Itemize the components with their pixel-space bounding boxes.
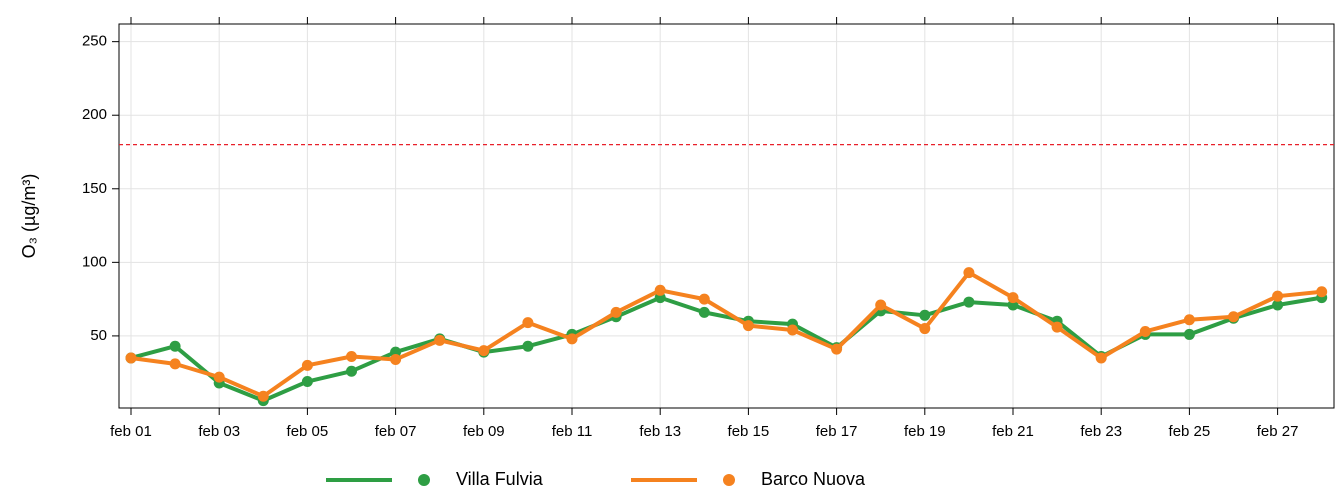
series-line: [130, 270, 1322, 399]
x-tick-label: feb 13: [639, 423, 681, 440]
x-tick-label: feb 25: [1169, 423, 1211, 440]
data-point: [1272, 290, 1284, 302]
data-point: [919, 323, 931, 335]
data-point: [434, 334, 446, 346]
legend-marker: [723, 474, 735, 486]
y-tick-label: 150: [82, 180, 107, 197]
y-axis-label: O₃ (µg/m³): [19, 174, 39, 259]
data-point: [698, 306, 710, 318]
data-point: [875, 299, 887, 311]
data-point: [1183, 314, 1195, 326]
y-tick-label: 200: [82, 106, 107, 123]
data-point: [1095, 352, 1107, 364]
data-point: [478, 345, 490, 357]
data-point: [125, 352, 137, 364]
plot-frame: [118, 23, 1335, 409]
data-point: [301, 376, 313, 388]
data-point: [1139, 325, 1151, 337]
x-tick-label: feb 05: [287, 423, 329, 440]
x-tick-label: feb 09: [463, 423, 505, 440]
data-point: [169, 340, 181, 352]
data-point: [698, 293, 710, 305]
x-tick-label: feb 27: [1257, 423, 1299, 440]
x-tick-label: feb 03: [198, 423, 240, 440]
data-point: [522, 340, 534, 352]
data-point: [346, 351, 357, 363]
legend-marker: [418, 474, 430, 486]
data-point: [1228, 311, 1239, 323]
data-point: [169, 358, 181, 370]
y-tick-label: 100: [82, 253, 107, 270]
data-point: [1272, 299, 1284, 311]
y-tick-label: 50: [90, 327, 107, 344]
y-tick-label: 250: [82, 33, 107, 50]
x-tick-label: feb 01: [110, 423, 152, 440]
data-point: [963, 267, 975, 279]
data-point: [390, 353, 402, 365]
data-point: [1051, 321, 1063, 333]
data-point: [654, 284, 666, 296]
data-point: [213, 371, 225, 383]
x-tick-label: feb 19: [904, 423, 946, 440]
data-point: [610, 306, 622, 318]
data-point: [346, 365, 357, 377]
data-point: [1183, 328, 1195, 340]
data-point: [1007, 292, 1019, 304]
data-point: [742, 320, 754, 332]
x-tick-label: feb 21: [992, 423, 1034, 440]
data-point: [257, 390, 269, 402]
x-tick-label: feb 23: [1080, 423, 1122, 440]
x-tick-label: feb 07: [375, 423, 417, 440]
x-tick-label: feb 11: [552, 423, 593, 440]
data-point: [787, 324, 798, 336]
data-point: [963, 296, 975, 308]
data-point: [1316, 286, 1328, 298]
legend-label: Villa Fulvia: [456, 469, 544, 489]
legend-label: Barco Nuova: [761, 469, 866, 489]
data-point: [522, 317, 534, 329]
x-tick-label: feb 15: [728, 423, 770, 440]
data-point: [301, 359, 313, 371]
data-point: [919, 309, 931, 321]
data-point: [831, 343, 843, 355]
x-tick-label: feb 17: [816, 423, 858, 440]
data-point: [566, 333, 578, 345]
